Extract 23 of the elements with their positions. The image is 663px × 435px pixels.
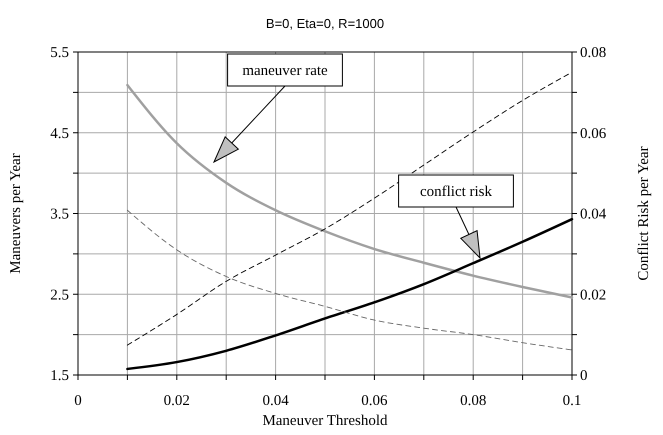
y-axis-title: Maneuvers per Year xyxy=(8,153,24,274)
x-tick-label: 0.1 xyxy=(562,393,582,409)
y-tick-label: 5.5 xyxy=(50,45,69,61)
y2-tick-label: 0 xyxy=(580,368,588,384)
x-axis-title: Maneuver Threshold xyxy=(262,413,388,429)
y-tick-label: 4.5 xyxy=(50,126,69,142)
y2-tick-label: 0.02 xyxy=(580,287,606,304)
y-tick-label: 2.5 xyxy=(50,287,69,304)
y2-tick-label: 0.04 xyxy=(580,206,607,222)
x-tick-label: 0.06 xyxy=(361,393,388,409)
x-tick-label: 0.02 xyxy=(164,393,190,409)
line-series xyxy=(126,210,572,350)
y2-tick-label: 0.06 xyxy=(580,126,607,142)
y2-tick-label: 0.08 xyxy=(580,45,606,61)
x-tick-label: 0.08 xyxy=(460,393,486,409)
x-tick-label: 0 xyxy=(74,393,82,409)
y-tick-label: 1.5 xyxy=(50,368,69,384)
chart-title: B=0, Eta=0, R=1000 xyxy=(266,16,384,31)
y-tick-label: 3.5 xyxy=(50,206,69,222)
annotation: maneuver rate xyxy=(242,63,328,79)
x-tick-label: 0.04 xyxy=(262,393,290,409)
annotation: conflict risk xyxy=(420,184,493,200)
y2-axis-title: Conflict Risk per Year xyxy=(636,146,652,281)
